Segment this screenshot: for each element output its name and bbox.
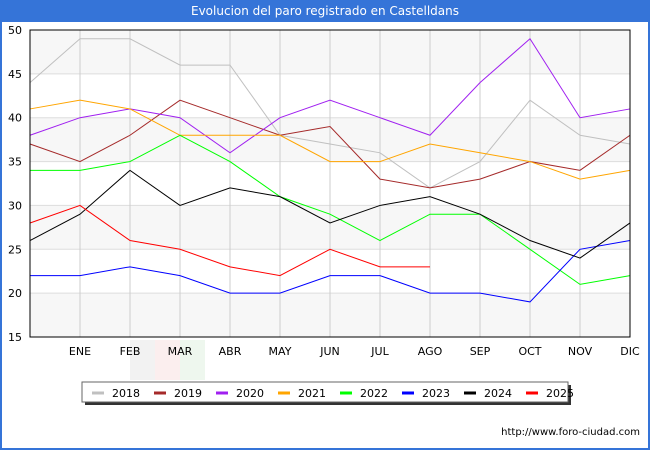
legend-label: 2021	[298, 387, 326, 400]
legend-label: 2020	[236, 387, 264, 400]
legend-label: 2023	[422, 387, 450, 400]
x-tick-label: OCT	[518, 345, 541, 358]
x-tick-label: SEP	[470, 345, 491, 358]
legend-label: 2019	[174, 387, 202, 400]
series-line-2025	[29, 204, 430, 277]
flag-watermark	[130, 340, 205, 380]
y-tick-label: 45	[8, 68, 22, 81]
x-tick-label: ABR	[219, 345, 242, 358]
y-tick-labels: 15 20 25 30 35 40 45 50	[8, 24, 22, 344]
x-tick-label: NOV	[568, 345, 593, 358]
legend-label: 2022	[360, 387, 388, 400]
legend-box	[81, 381, 569, 403]
x-tick-label: FEB	[120, 345, 141, 358]
y-tick-label: 30	[8, 199, 22, 212]
y-tick-label: 20	[8, 287, 22, 300]
series-line-2018	[29, 38, 631, 189]
x-tick-label: JUL	[370, 345, 389, 358]
x-tick-label: MAR	[168, 345, 193, 358]
x-tick-label: DIC	[620, 345, 640, 358]
source-url: http://www.foro-ciudad.com	[501, 427, 640, 438]
x-tick-labels: ENE FEB MAR ABR MAY JUN JUL AGO SEP OCT NOV DIC	[69, 345, 640, 358]
y-tick-label: 40	[8, 112, 22, 125]
y-tick-label: 15	[8, 331, 22, 344]
legend-item-2024: 2024	[464, 387, 512, 400]
legend-item-2020: 2020	[216, 387, 264, 400]
series-lines	[29, 38, 631, 303]
legend-label: 2024	[484, 387, 512, 400]
series-line-2024	[29, 169, 631, 259]
series-line-2022	[30, 134, 631, 285]
legend-item-2023: 2023	[402, 387, 450, 400]
legend-item-2022: 2022	[340, 387, 388, 400]
plot-border	[29, 29, 631, 338]
legend-item-2021: 2021	[278, 387, 326, 400]
chart-title: Evolucion del paro registrado en Castell…	[0, 0, 650, 22]
legend-item-2018: 2018	[92, 387, 140, 400]
x-tick-label: AGO	[418, 345, 443, 358]
y-tick-label: 25	[8, 243, 22, 256]
x-tick-label: JUN	[319, 345, 340, 358]
legend-item-2025: 2025	[526, 387, 574, 400]
series-line-2023	[30, 240, 631, 303]
y-tick-label: 35	[8, 156, 22, 169]
x-tick-label: ENE	[69, 345, 91, 358]
legend: 2018 2019 2020 2021 2022 2023 2024 2025	[81, 381, 574, 405]
x-tick-label: MAY	[269, 345, 292, 358]
legend-label: 2018	[112, 387, 140, 400]
series-line-2021	[29, 99, 631, 180]
y-tick-label: 50	[8, 24, 22, 37]
legend-item-2019: 2019	[154, 387, 202, 400]
legend-label: 2025	[546, 387, 574, 400]
axes	[29, 29, 631, 338]
